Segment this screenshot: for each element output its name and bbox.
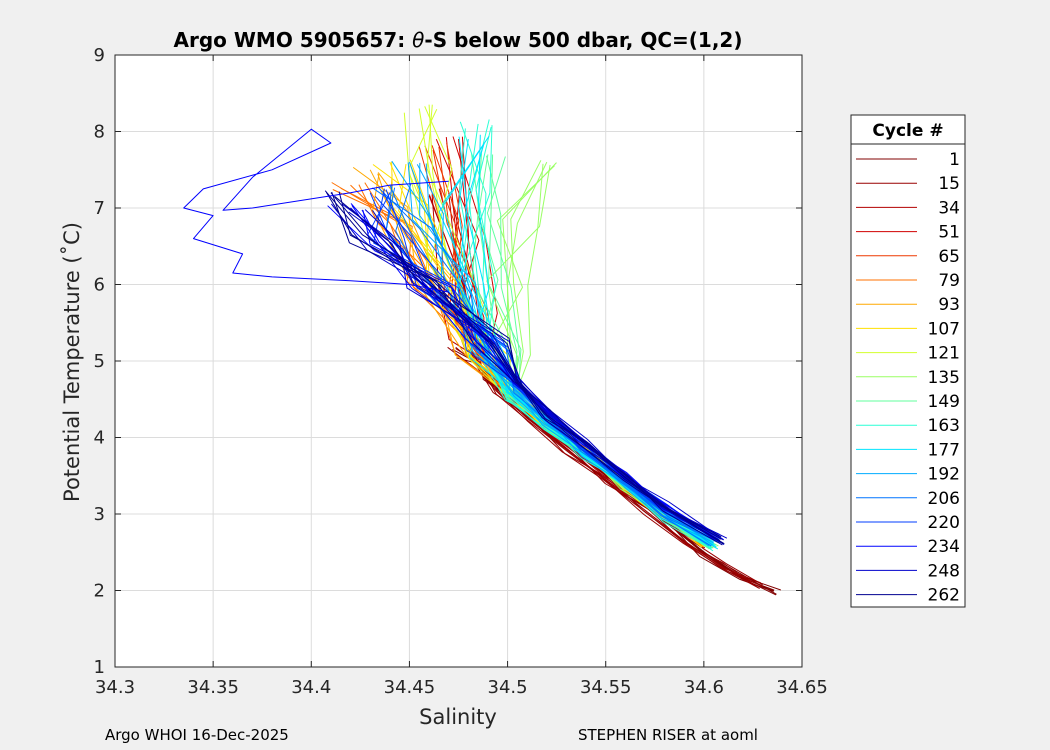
legend-label: 34 (938, 198, 960, 218)
legend-label: 93 (938, 295, 960, 315)
legend-label: 51 (938, 223, 960, 243)
legend-label: 248 (928, 561, 960, 581)
footer-right: STEPHEN RISER at aoml (578, 726, 758, 744)
x-tick-label: 34.55 (580, 677, 632, 698)
x-tick-label: 34.65 (776, 677, 828, 698)
legend-label: 220 (928, 513, 960, 533)
y-tick-label: 5 (94, 351, 105, 372)
legend-box (850, 114, 966, 608)
legend-label: 15 (938, 174, 960, 194)
legend-label: 206 (928, 489, 960, 509)
x-tick-label: 34.45 (384, 677, 436, 698)
legend-title: Cycle # (872, 121, 943, 141)
footer-left: Argo WHOI 16-Dec-2025 (105, 726, 289, 744)
x-axis-label: Salinity (419, 705, 497, 729)
series-lines (183, 104, 781, 596)
x-tick-label: 34.35 (187, 677, 239, 698)
y-axis-label: Potential Temperature (˚C) (60, 222, 84, 502)
series-line (331, 191, 724, 545)
series-line (183, 128, 449, 293)
y-tick-label: 3 (94, 504, 105, 525)
legend-label: 149 (928, 392, 960, 412)
chart-title: Argo WMO 5905657: θ-S below 500 dbar, QC… (174, 28, 743, 52)
series-line (334, 196, 725, 545)
series-line (338, 191, 722, 540)
y-tick-label: 8 (94, 122, 105, 143)
legend-label: 79 (938, 271, 960, 291)
x-tick-label: 34.4 (291, 677, 331, 698)
legend-label: 135 (928, 368, 960, 388)
legend: Cycle # 1 15 34 51 65 79 93 107 121 135 149 163 177 1… (850, 114, 966, 608)
y-tick-label: 4 (94, 428, 105, 449)
x-tick-label: 34.6 (684, 677, 724, 698)
legend-label: 262 (928, 586, 960, 606)
series-line (468, 134, 717, 548)
legend-label: 177 (928, 440, 960, 460)
y-tick-label: 7 (94, 198, 105, 219)
legend-label: 192 (928, 465, 960, 485)
x-tick-label: 34.3 (95, 677, 135, 698)
y-ticks: 1 2 3 4 5 6 7 8 9 (94, 45, 802, 678)
x-ticks: 34.3 34.35 34.4 34.45 34.5 34.55 34.6 34.65 (95, 55, 828, 698)
legend-label: 1 (949, 150, 960, 170)
y-tick-label: 6 (94, 275, 105, 296)
y-tick-label: 9 (94, 45, 105, 66)
legend-label: 234 (928, 537, 960, 557)
legend-label: 121 (928, 344, 960, 364)
x-tick-label: 34.5 (488, 677, 528, 698)
y-tick-label: 1 (94, 657, 105, 678)
legend-label: 65 (938, 247, 960, 267)
legend-label: 107 (928, 319, 960, 339)
y-tick-label: 2 (94, 581, 105, 602)
legend-label: 163 (928, 416, 960, 436)
